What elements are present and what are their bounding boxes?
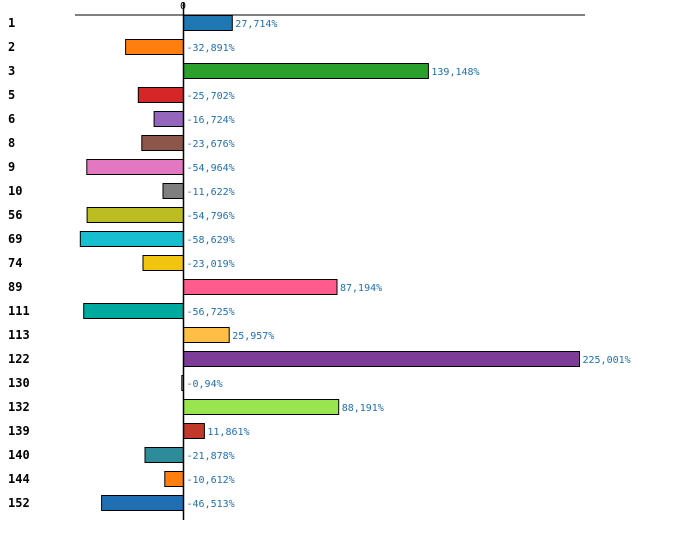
- value-label-113: 25,957%: [232, 331, 274, 342]
- value-label-144: -10,612%: [187, 475, 235, 486]
- category-label-10: 10: [8, 184, 22, 198]
- value-label-132: 88,191%: [342, 403, 384, 414]
- category-label-56: 56: [8, 208, 22, 222]
- value-label-74: -23,019%: [187, 259, 235, 270]
- category-label-74: 74: [8, 256, 22, 270]
- category-label-130: 130: [8, 376, 30, 390]
- value-label-122: 225,001%: [583, 355, 631, 366]
- category-label-1: 1: [8, 16, 15, 30]
- category-label-9: 9: [8, 160, 15, 174]
- value-label-130: -0,94%: [187, 379, 223, 390]
- bar-69: [79, 231, 184, 247]
- bar-2: [125, 39, 184, 55]
- bar-144: [164, 471, 185, 487]
- category-label-140: 140: [8, 448, 30, 462]
- bar-140: [144, 447, 184, 463]
- value-label-69: -58,629%: [187, 235, 235, 246]
- category-label-89: 89: [8, 280, 22, 294]
- bar-122: [183, 351, 580, 367]
- category-label-152: 152: [8, 496, 30, 510]
- value-label-111: -56,725%: [187, 307, 235, 318]
- value-labels-group: 27,714% -32,891% 139,148% -25,702% -16,724% -…: [187, 19, 631, 510]
- bar-10: [162, 183, 184, 199]
- value-label-10: -11,622%: [187, 187, 235, 198]
- category-label-2: 2: [8, 40, 15, 54]
- bar-113: [183, 327, 230, 343]
- bar-9: [86, 159, 184, 175]
- value-label-140: -21,878%: [187, 451, 235, 462]
- category-label-144: 144: [8, 472, 30, 486]
- category-label-8: 8: [8, 136, 15, 150]
- category-label-6: 6: [8, 112, 15, 126]
- value-label-139: 11,861%: [207, 427, 249, 438]
- value-label-6: -16,724%: [187, 115, 235, 126]
- value-label-1: 27,714%: [235, 19, 277, 30]
- category-label-3: 3: [8, 64, 15, 78]
- bar-5: [137, 87, 185, 103]
- category-label-122: 122: [8, 352, 30, 366]
- value-label-56: -54,796%: [187, 211, 235, 222]
- value-label-89: 87,194%: [340, 283, 382, 294]
- value-label-2: -32,891%: [187, 43, 235, 54]
- bar-111: [83, 303, 184, 319]
- bar-132: [183, 399, 340, 415]
- bar-56: [86, 207, 184, 223]
- bars-group: [79, 15, 580, 511]
- value-label-8: -23,676%: [187, 139, 235, 150]
- bar-3: [183, 63, 429, 79]
- category-label-111: 111: [8, 304, 30, 318]
- bar-6: [153, 111, 185, 127]
- bar-8: [141, 135, 185, 151]
- category-label-113: 113: [8, 328, 30, 342]
- bar-152: [101, 495, 184, 511]
- category-labels-group: 1235689105669748911111312213013213914014…: [8, 16, 30, 510]
- category-label-69: 69: [8, 232, 22, 246]
- value-label-3: 139,148%: [431, 67, 479, 78]
- bar-89: [183, 279, 338, 295]
- bar-74: [142, 255, 184, 271]
- value-label-152: -46,513%: [187, 499, 235, 510]
- value-label-5: -25,702%: [187, 91, 235, 102]
- bar-1: [183, 15, 233, 31]
- bar-139: [183, 423, 205, 439]
- category-label-5: 5: [8, 88, 15, 102]
- category-label-132: 132: [8, 400, 30, 414]
- value-label-9: -54,964%: [187, 163, 235, 174]
- category-label-139: 139: [8, 424, 30, 438]
